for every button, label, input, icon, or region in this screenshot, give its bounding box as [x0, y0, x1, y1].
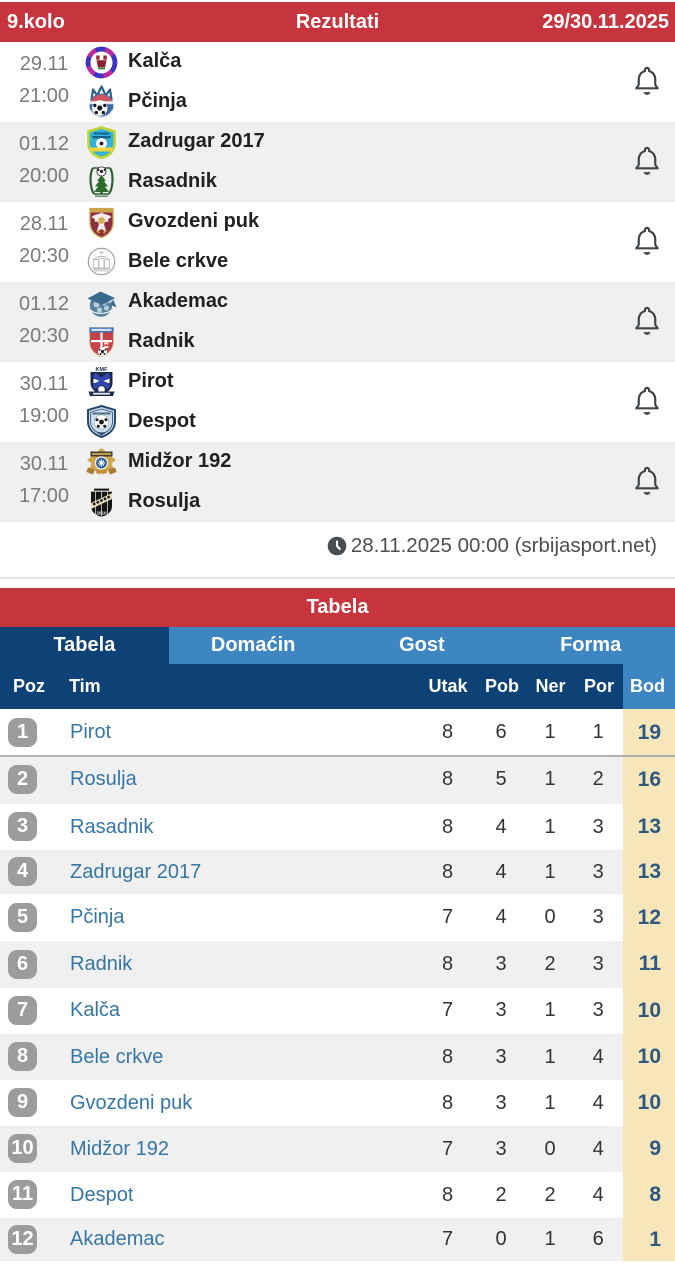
- svg-text:2010: 2010: [96, 511, 107, 516]
- svg-text:KMF: KMF: [96, 367, 109, 373]
